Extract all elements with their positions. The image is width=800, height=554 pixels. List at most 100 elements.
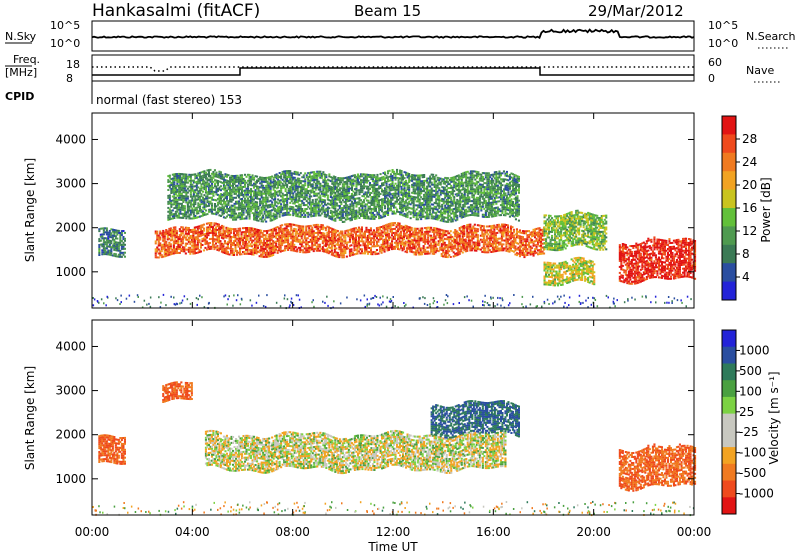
power-echo-cell: [102, 247, 105, 250]
power-echo-cell: [466, 241, 469, 244]
power-echo-cell: [454, 229, 457, 231]
power-echo-cell: [688, 255, 691, 258]
power-echo-cell: [555, 215, 558, 218]
power-echo-cell: [669, 269, 672, 272]
power-echo-cell: [524, 254, 527, 257]
power-echo-cell: [535, 227, 538, 230]
power-echo-cell: [406, 251, 409, 254]
power-echo-cell: [227, 192, 230, 195]
power-echo-cell: [656, 258, 659, 261]
power-echo-cell: [372, 235, 375, 238]
power-echo-cell: [520, 237, 523, 240]
power-echo-cell: [242, 209, 245, 212]
power-echo-cell: [284, 233, 287, 236]
power-echo-cell: [227, 194, 230, 197]
power-echo-cell: [466, 236, 469, 238]
power-echo-cell: [105, 243, 108, 246]
power-echo-cell: [198, 171, 201, 174]
power-echo-cell: [261, 255, 264, 258]
power-echo-cell: [108, 245, 111, 248]
power-echo-cell: [207, 200, 210, 203]
power-echo-cell: [497, 223, 500, 226]
power-echo-cell: [219, 199, 222, 202]
power-echo-cell: [176, 190, 179, 193]
power-echo-cell: [335, 253, 338, 256]
power-echo-cell: [360, 240, 363, 243]
power-echo-cell: [484, 233, 487, 236]
power-echo-cell: [662, 265, 665, 268]
power-echo-cell: [230, 208, 233, 211]
power-echo-cell: [665, 277, 668, 280]
power-echo-cell: [421, 251, 424, 254]
power-echo-cell: [630, 270, 633, 273]
power-echo-cell: [186, 242, 189, 245]
power-echo-cell: [491, 242, 494, 245]
power-echo-cell: [215, 193, 218, 196]
power-echo-cell: [159, 230, 162, 233]
power-echo-cell: [235, 216, 238, 219]
power-echo-cell: [225, 173, 228, 176]
power-echo-cell: [572, 220, 575, 223]
power-echo-cell: [348, 250, 351, 253]
power-echo-cell: [682, 267, 685, 270]
mode-text: normal (fast stereo) 153: [96, 93, 242, 107]
power-echo-cell: [194, 185, 197, 188]
power-echo-cell: [674, 277, 677, 280]
power-echo-cell: [663, 273, 666, 276]
power-echo-cell: [499, 225, 502, 228]
power-echo-cell: [123, 231, 126, 234]
power-echo-cell: [249, 243, 252, 246]
power-echo-cell: [187, 227, 190, 229]
power-echo-cell: [526, 244, 529, 247]
power-echo-cell: [540, 238, 543, 241]
power-echo-cell: [386, 229, 389, 232]
power-echo-cell: [279, 238, 282, 241]
power-echo-cell: [395, 245, 398, 248]
power-echo-cell: [234, 236, 237, 239]
power-echo-cell: [454, 244, 457, 247]
power-echo-cell: [541, 252, 544, 255]
power-echo-cell: [207, 226, 210, 229]
power-echo-cell: [564, 217, 567, 220]
power-echo-cell: [239, 176, 242, 179]
power-echo-cell: [175, 234, 178, 237]
power-echo-cell: [558, 243, 561, 245]
power-echo-cell: [491, 248, 494, 251]
power-echo-cell: [650, 274, 653, 277]
power-echo-cell: [425, 252, 428, 255]
power-echo-cell: [665, 249, 668, 252]
power-echo-cell: [194, 209, 197, 212]
power-echo-cell: [558, 225, 561, 228]
power-echo-cell: [203, 172, 206, 175]
power-echo-cell: [418, 237, 421, 240]
power-echo-cell: [500, 231, 503, 234]
power-echo-cell: [240, 245, 243, 248]
power-echo-cell: [246, 246, 249, 249]
power-echo-cell: [98, 238, 101, 241]
power-echo-cell: [443, 245, 446, 248]
power-echo-cell: [338, 238, 341, 241]
power-echo-cell: [168, 208, 171, 211]
power-echo-cell: [689, 256, 692, 259]
power-echo-cell: [379, 236, 382, 239]
power-echo-cell: [636, 246, 639, 249]
power-echo-cell: [353, 237, 356, 240]
power-echo-cell: [659, 244, 662, 247]
power-echo-cell: [385, 224, 388, 227]
power-echo-cell: [163, 235, 166, 238]
power-echo-cell: [244, 207, 247, 210]
power-echo-cell: [247, 199, 250, 202]
power-echo-cell: [177, 204, 180, 207]
power-echo-cell: [272, 234, 275, 237]
power-echo-cell: [567, 238, 570, 241]
power-echo-cell: [365, 228, 368, 231]
power-echo-cell: [458, 250, 461, 253]
power-echo-cell: [514, 233, 517, 236]
sky-right-tick-bottom: 10^0: [708, 37, 738, 50]
power-echo-cell: [672, 239, 675, 242]
power-echo-cell: [264, 251, 267, 254]
power-echo-cell: [341, 234, 344, 237]
power-echo-cell: [490, 245, 493, 247]
power-echo-cell: [260, 249, 263, 252]
power-echo-cell: [529, 237, 532, 240]
